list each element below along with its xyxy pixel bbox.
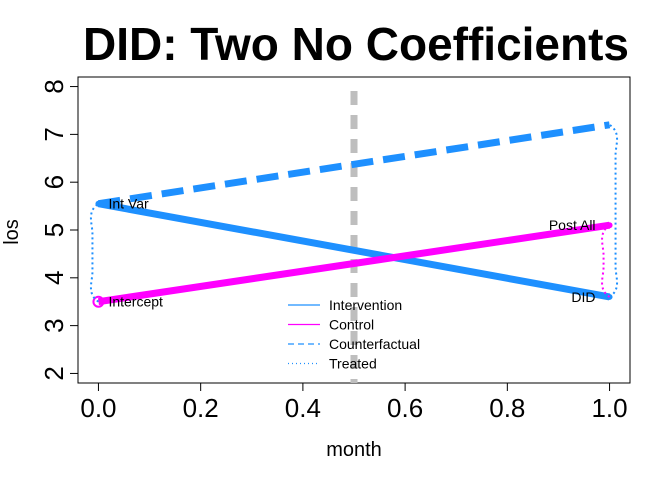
dotted-brace bbox=[608, 123, 619, 298]
annotation-post-all: Post All bbox=[549, 217, 596, 233]
y-axis-label: los bbox=[1, 219, 23, 245]
x-tick-label: 0.2 bbox=[183, 393, 219, 423]
y-tick-label: 3 bbox=[39, 318, 69, 332]
series-line-counterfactual bbox=[97, 121, 611, 208]
x-tick-label: 0.0 bbox=[80, 393, 116, 423]
x-tick-label: 0.8 bbox=[489, 393, 525, 423]
intercept-point-marker bbox=[92, 295, 105, 308]
chart-title: DID: Two No Coefficients bbox=[83, 18, 629, 70]
y-tick-label: 4 bbox=[39, 271, 69, 285]
annotation-did: DID bbox=[571, 289, 595, 305]
x-axis-label: month bbox=[326, 439, 382, 461]
annotation-int-var: Int Var bbox=[108, 196, 149, 212]
legend-label-treated: Treated bbox=[329, 356, 377, 372]
dotted-brace bbox=[89, 202, 100, 303]
series-line-control bbox=[97, 221, 611, 306]
y-tick-label: 8 bbox=[39, 79, 69, 93]
y-tick-label: 5 bbox=[39, 223, 69, 237]
x-tick-label: 0.6 bbox=[387, 393, 423, 423]
y-tick-label: 6 bbox=[39, 175, 69, 189]
series-line-intervention bbox=[97, 200, 611, 301]
annotation-intercept: Intercept bbox=[108, 294, 163, 310]
legend-label-control: Control bbox=[329, 317, 374, 333]
legend-label-intervention: Intervention bbox=[329, 297, 402, 313]
dotted-brace bbox=[601, 224, 611, 298]
x-tick-label: 0.4 bbox=[285, 393, 321, 423]
y-tick-label: 2 bbox=[39, 366, 69, 380]
x-tick-label: 1.0 bbox=[591, 393, 627, 423]
post-all-point-marker bbox=[606, 222, 613, 229]
y-tick-label: 7 bbox=[39, 127, 69, 141]
legend-label-counterfactual: Counterfactual bbox=[329, 336, 420, 352]
